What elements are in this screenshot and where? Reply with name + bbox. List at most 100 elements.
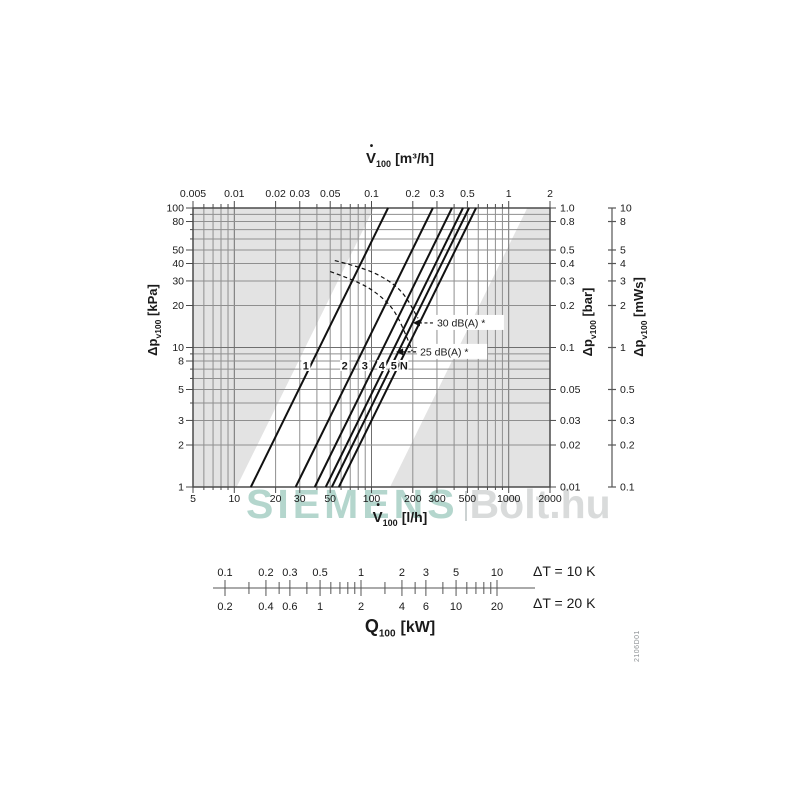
svg-text:5: 5 <box>391 361 397 373</box>
svg-text:0.2: 0.2 <box>217 601 232 613</box>
svg-text:4: 4 <box>399 601 405 613</box>
svg-text:0.02: 0.02 <box>265 188 286 200</box>
watermark-suffix: Bolt.hu <box>469 481 611 527</box>
svg-text:20: 20 <box>172 300 184 312</box>
svg-text:50: 50 <box>172 244 184 256</box>
svg-text:2: 2 <box>178 440 184 452</box>
svg-text:2: 2 <box>342 361 348 373</box>
svg-text:1000: 1000 <box>497 493 521 505</box>
svg-text:0.4: 0.4 <box>560 258 575 270</box>
svg-text:1: 1 <box>303 361 309 373</box>
svg-text:0.2: 0.2 <box>405 188 420 200</box>
svg-text:0.05: 0.05 <box>320 188 341 200</box>
svg-text:0.03: 0.03 <box>290 188 311 200</box>
flow-dot: • <box>376 500 380 511</box>
svg-text:4: 4 <box>379 361 386 373</box>
svg-text:20: 20 <box>491 601 503 613</box>
svg-text:40: 40 <box>172 258 184 270</box>
svg-text:0.2: 0.2 <box>258 567 273 579</box>
svg-text:5: 5 <box>453 567 459 579</box>
bar-axis-title: Δpv100 [bar] <box>580 287 598 357</box>
svg-text:100: 100 <box>166 203 184 215</box>
svg-text:10: 10 <box>491 567 503 579</box>
svg-text:10: 10 <box>228 493 240 505</box>
svg-text:5: 5 <box>190 493 196 505</box>
svg-text:300: 300 <box>428 493 446 505</box>
svg-text:1.0: 1.0 <box>560 203 575 215</box>
mws-axis-title: Δpv100 [mWs] <box>631 277 649 357</box>
flow-dot: • <box>369 141 374 152</box>
svg-text:5: 5 <box>620 244 626 256</box>
svg-text:100: 100 <box>363 493 381 505</box>
svg-text:4: 4 <box>620 258 626 270</box>
document-number: 2106D01 <box>634 630 641 662</box>
svg-text:0.1: 0.1 <box>364 188 379 200</box>
svg-text:0.3: 0.3 <box>282 567 297 579</box>
svg-text:0.5: 0.5 <box>312 567 327 579</box>
svg-text:3: 3 <box>362 361 368 373</box>
svg-text:2000: 2000 <box>538 493 562 505</box>
svg-text:10: 10 <box>450 601 462 613</box>
power-unit: [kW] <box>400 619 436 636</box>
svg-text:0.5: 0.5 <box>560 244 575 256</box>
svg-text:0.03: 0.03 <box>560 415 581 427</box>
svg-text:80: 80 <box>172 216 184 228</box>
svg-text:0.2: 0.2 <box>560 300 575 312</box>
svg-text:20: 20 <box>270 493 282 505</box>
svg-text:8: 8 <box>620 216 626 228</box>
svg-text:50: 50 <box>324 493 336 505</box>
svg-text:1: 1 <box>506 188 512 200</box>
watermark-brand: SIEMENS <box>246 481 459 527</box>
svg-text:10: 10 <box>172 342 184 354</box>
svg-text:0.01: 0.01 <box>560 482 581 494</box>
svg-text:500: 500 <box>459 493 477 505</box>
svg-text:0.1: 0.1 <box>560 342 575 354</box>
watermark: SIEMENS Bolt.hu <box>246 481 611 527</box>
top-axis-title: • V100 [m³/h] <box>366 141 434 170</box>
svg-text:1: 1 <box>620 342 626 354</box>
top-axis-unit: [m³/h] <box>395 150 434 166</box>
svg-text:0.8: 0.8 <box>560 216 575 228</box>
left-axis-title: Δpv100 [kPa] <box>145 284 163 356</box>
svg-text:0.3: 0.3 <box>620 415 635 427</box>
svg-text:0.5: 0.5 <box>620 384 635 396</box>
svg-text:200: 200 <box>404 493 422 505</box>
svg-text:3: 3 <box>423 567 429 579</box>
svg-text:0.1: 0.1 <box>620 482 635 494</box>
svg-text:0.05: 0.05 <box>560 384 581 396</box>
svg-text:0.4: 0.4 <box>258 601 273 613</box>
svg-text:3: 3 <box>178 415 184 427</box>
svg-text:2: 2 <box>399 567 405 579</box>
svg-text:8: 8 <box>178 356 184 368</box>
svg-text:2: 2 <box>620 300 626 312</box>
svg-text:1: 1 <box>178 482 184 494</box>
svg-text:0.5: 0.5 <box>460 188 475 200</box>
svg-text:0.3: 0.3 <box>430 188 445 200</box>
flow-symbol: • V <box>366 141 377 168</box>
svg-text:25 dB(A) *: 25 dB(A) * <box>420 346 468 358</box>
svg-text:0.2: 0.2 <box>620 440 635 452</box>
svg-text:0.3: 0.3 <box>560 275 575 287</box>
svg-text:6: 6 <box>423 601 429 613</box>
flow-symbol: • V <box>372 500 383 527</box>
delta-t-10k-label: ΔT = 10 K <box>533 563 596 579</box>
delta-t-20k-label: ΔT = 20 K <box>533 595 596 611</box>
svg-text:0.005: 0.005 <box>180 188 206 200</box>
svg-text:0.01: 0.01 <box>224 188 245 200</box>
svg-text:30: 30 <box>172 275 184 287</box>
bottom-axis-unit: [l/h] <box>401 509 428 525</box>
svg-text:1: 1 <box>317 601 323 613</box>
power-scale-title: Q100 [kW] <box>364 616 436 640</box>
svg-text:3: 3 <box>620 275 626 287</box>
svg-text:2: 2 <box>358 601 364 613</box>
bottom-axis-title: • V100 [l/h] <box>372 500 428 529</box>
svg-text:N: N <box>400 361 408 373</box>
svg-text:30 dB(A) *: 30 dB(A) * <box>437 317 485 329</box>
svg-text:1: 1 <box>358 567 364 579</box>
svg-text:0.1: 0.1 <box>217 567 232 579</box>
svg-text:10: 10 <box>620 203 632 215</box>
svg-text:0.02: 0.02 <box>560 440 581 452</box>
svg-text:2: 2 <box>547 188 553 200</box>
